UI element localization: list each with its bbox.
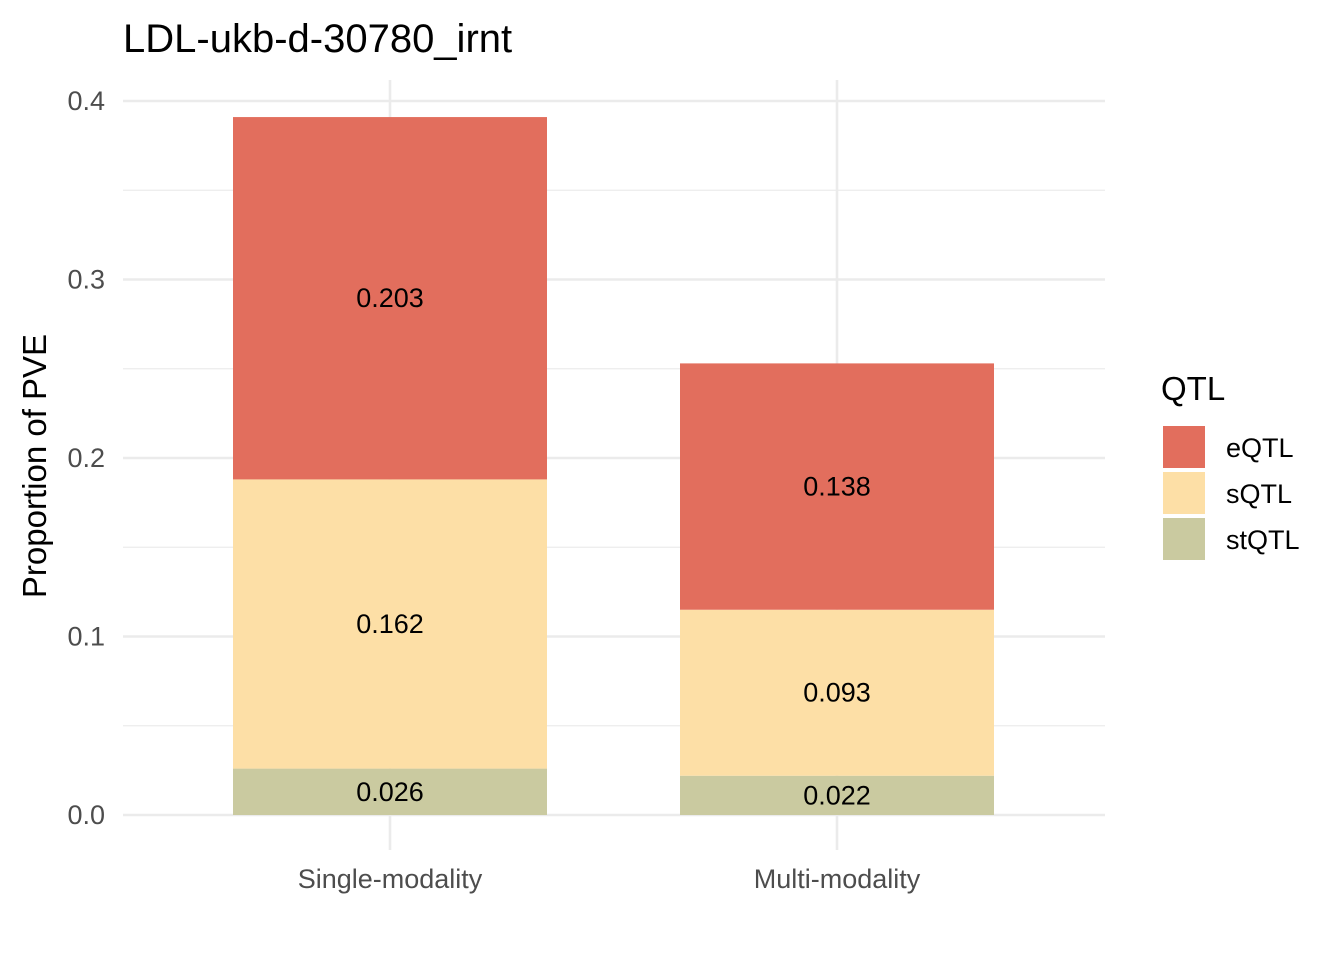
bar-sQTL-Single-modality bbox=[233, 479, 547, 769]
y-tick-label: 0.2 bbox=[67, 443, 105, 473]
y-tick-label: 0.0 bbox=[67, 800, 105, 830]
chart-title: LDL-ukb-d-30780_irnt bbox=[123, 17, 512, 61]
bar-labels: 0.026 0.162 0.203 0.022 0.093 0.138 bbox=[356, 283, 871, 810]
x-tick-label: Single-modality bbox=[298, 864, 483, 894]
y-tick-label: 0.1 bbox=[67, 622, 105, 652]
bar-value-label: 0.093 bbox=[803, 678, 871, 708]
legend: QTL eQTL sQTL stQTL bbox=[1161, 370, 1300, 560]
legend-key-stQTL bbox=[1163, 518, 1205, 560]
y-tick-label: 0.4 bbox=[67, 86, 105, 116]
legend-label-eQTL: eQTL bbox=[1226, 433, 1294, 463]
legend-title: QTL bbox=[1161, 370, 1225, 407]
bar-eQTL-Single-modality bbox=[233, 117, 547, 480]
bar-stQTL-Multi-modality bbox=[680, 775, 994, 815]
bar-value-label: 0.162 bbox=[356, 609, 424, 639]
bars bbox=[233, 117, 994, 815]
bar-eQTL-Multi-modality bbox=[680, 363, 994, 610]
bar-stQTL-Single-modality bbox=[233, 768, 547, 815]
x-tick-label: Multi-modality bbox=[754, 864, 921, 894]
bar-value-label: 0.026 bbox=[356, 777, 424, 807]
y-axis-ticks: 0.0 0.1 0.2 0.3 0.4 bbox=[67, 86, 105, 830]
legend-key-eQTL bbox=[1163, 426, 1205, 468]
legend-key-sQTL bbox=[1163, 472, 1205, 514]
bar-sQTL-Multi-modality bbox=[680, 609, 994, 776]
legend-label-stQTL: stQTL bbox=[1226, 525, 1300, 555]
y-tick-label: 0.3 bbox=[67, 265, 105, 295]
x-axis-ticks: Single-modality Multi-modality bbox=[298, 864, 921, 894]
bar-value-label: 0.138 bbox=[803, 472, 871, 502]
bar-value-label: 0.203 bbox=[356, 283, 424, 313]
y-axis-label: Proportion of PVE bbox=[16, 334, 53, 598]
legend-label-sQTL: sQTL bbox=[1226, 479, 1292, 509]
bar-value-label: 0.022 bbox=[803, 780, 871, 810]
